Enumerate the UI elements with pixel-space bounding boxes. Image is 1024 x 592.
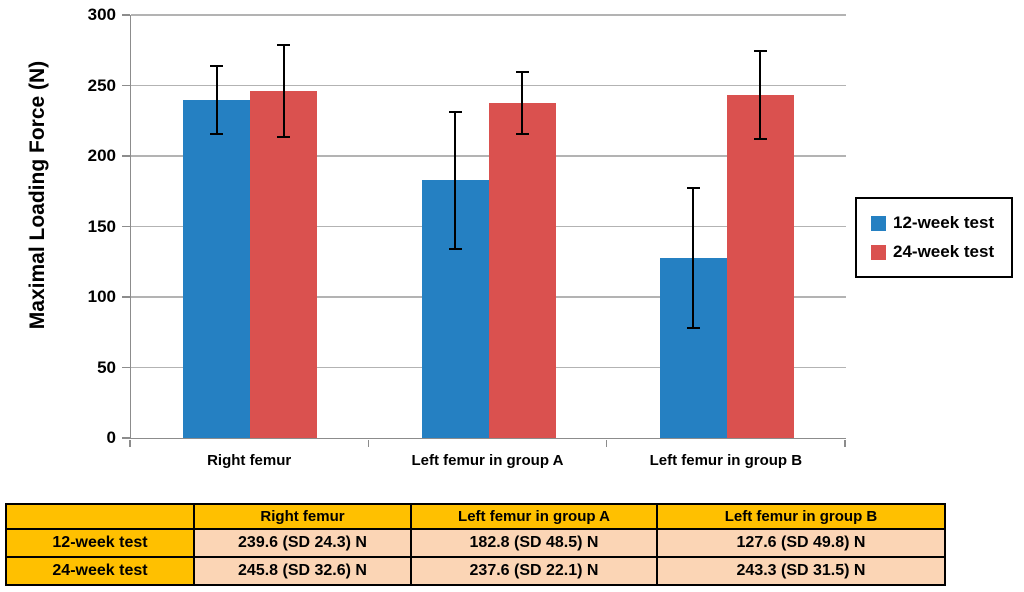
y-tick-label: 0 bbox=[106, 428, 116, 447]
y-tick-mark bbox=[122, 155, 130, 157]
y-tick-mark bbox=[122, 84, 130, 87]
error-bar bbox=[692, 187, 695, 329]
error-bar bbox=[759, 50, 762, 140]
table-header-left-femur-group-a: Left femur in group A bbox=[410, 503, 658, 530]
data-table: Right femur Left femur in group A Left f… bbox=[5, 503, 946, 586]
table-cell: 245.8 (SD 32.6) N bbox=[193, 556, 412, 586]
error-bar-cap bbox=[753, 49, 767, 52]
legend-item-label: 24-week test bbox=[893, 242, 995, 261]
bar-24-week-test bbox=[250, 91, 318, 438]
y-tick-mark bbox=[122, 225, 130, 228]
error-bar bbox=[521, 71, 523, 135]
y-tick-label: 300 bbox=[87, 5, 116, 24]
plot-area bbox=[130, 14, 846, 439]
error-bar-cap bbox=[515, 70, 529, 73]
legend-item-label: 12-week test bbox=[893, 213, 995, 232]
bar-12-week-test bbox=[183, 100, 251, 438]
row-label-24-week: 24-week test bbox=[5, 556, 195, 586]
table-row-24-week: 24-week test 245.8 (SD 32.6) N 237.6 (SD… bbox=[5, 556, 946, 586]
y-tick-mark bbox=[122, 296, 130, 298]
error-bar bbox=[282, 45, 285, 138]
error-bar-cap bbox=[277, 44, 291, 47]
x-tick-mark bbox=[605, 439, 608, 447]
error-bar-cap bbox=[210, 64, 224, 67]
legend-color-swatch bbox=[871, 215, 886, 231]
legend-item: 12-week test bbox=[871, 213, 1011, 233]
error-bar-cap bbox=[753, 138, 767, 141]
row-label-12-week: 12-week test bbox=[5, 528, 195, 558]
error-bar-cap bbox=[277, 136, 291, 139]
bar-chart: Maximal Loading Force (N) 12-week test 24… bbox=[26, 5, 1013, 469]
table-cell: 127.6 (SD 49.8) N bbox=[656, 528, 946, 558]
x-category-label: Left femur in group A bbox=[411, 452, 564, 469]
y-tick-label: 50 bbox=[97, 357, 116, 377]
legend: 12-week test 24-week test bbox=[855, 197, 1013, 278]
y-tick-mark bbox=[122, 366, 130, 369]
table-header-left-femur-group-b: Left femur in group B bbox=[656, 503, 946, 530]
error-bar bbox=[454, 111, 456, 249]
error-bar-cap bbox=[448, 110, 462, 113]
table-row-12-week: 12-week test 239.6 (SD 24.3) N 182.8 (SD… bbox=[5, 528, 946, 558]
table-corner-cell bbox=[5, 503, 195, 530]
table-cell: 239.6 (SD 24.3) N bbox=[193, 528, 412, 558]
table-header-row: Right femur Left femur in group A Left f… bbox=[5, 503, 946, 530]
y-tick-mark bbox=[122, 14, 130, 16]
table-cell: 237.6 (SD 22.1) N bbox=[410, 556, 658, 586]
gridline bbox=[131, 14, 846, 16]
error-bar-cap bbox=[515, 133, 529, 136]
table-header-right-femur: Right femur bbox=[193, 503, 412, 530]
legend-color-swatch bbox=[871, 244, 886, 260]
x-category-label: Left femur in group B bbox=[649, 452, 803, 469]
error-bar-cap bbox=[686, 186, 700, 189]
table-cell: 182.8 (SD 48.5) N bbox=[410, 528, 658, 558]
y-tick-mark bbox=[122, 437, 130, 439]
error-bar-cap bbox=[686, 327, 700, 330]
y-tick-label: 100 bbox=[87, 287, 116, 306]
y-tick-label: 250 bbox=[87, 75, 116, 95]
error-bar bbox=[215, 65, 218, 135]
y-tick-label: 200 bbox=[87, 146, 116, 165]
x-tick-mark bbox=[844, 439, 846, 447]
x-category-label: Right femur bbox=[207, 452, 292, 469]
legend-item: 24-week test bbox=[871, 242, 1011, 262]
table-cell: 243.3 (SD 31.5) N bbox=[656, 556, 946, 586]
error-bar-cap bbox=[210, 133, 224, 136]
y-tick-label: 150 bbox=[87, 216, 116, 236]
x-tick-mark bbox=[367, 439, 370, 447]
error-bar-cap bbox=[448, 247, 462, 250]
x-tick-mark bbox=[129, 439, 131, 447]
bar-24-week-test bbox=[488, 102, 556, 438]
gridline bbox=[131, 84, 846, 87]
bar-24-week-test bbox=[726, 94, 794, 438]
